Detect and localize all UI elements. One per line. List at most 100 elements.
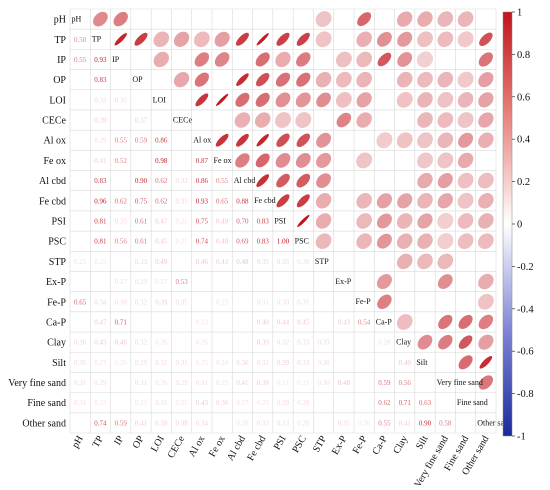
corr-ellipse (376, 193, 393, 209)
corr-ellipse (457, 152, 474, 169)
colorbar-tick-label: -0.4 (517, 304, 534, 315)
corr-ellipse (256, 72, 270, 87)
corr-ellipse (113, 11, 128, 27)
diagonal-label-loi: LOI (153, 95, 167, 104)
coef-label: 0.98 (155, 157, 168, 165)
corr-ellipse-shape (396, 233, 413, 249)
coef-label: 0.26 (155, 339, 168, 347)
corr-ellipse-shape (276, 133, 290, 147)
diagonal-label-psc: PSC (295, 237, 309, 246)
corr-ellipse-shape (276, 173, 290, 188)
row-label-psi: PSI (52, 217, 66, 228)
corr-ellipse (255, 52, 270, 67)
diagonal-label-al-cbd: Al cbd (234, 176, 256, 185)
corr-ellipse-shape (235, 153, 250, 168)
coef-label: 0.29 (277, 399, 290, 407)
col-label-fe-ox: Fe ox (207, 434, 228, 459)
corr-ellipse (457, 233, 474, 250)
corr-ellipse (457, 172, 474, 189)
corr-ellipse (377, 52, 392, 67)
corr-ellipse (356, 92, 372, 108)
col-label-ex-p: Ex-P (330, 434, 350, 457)
corr-ellipse (173, 72, 190, 88)
coef-label: 0.22 (196, 318, 209, 326)
corr-ellipse (478, 112, 494, 128)
coef-label: 0.31 (74, 379, 87, 387)
coef-label: 0.30 (297, 258, 310, 266)
coef-label: 0.32 (277, 339, 290, 347)
diagonal-label-tp: TP (92, 35, 102, 44)
coef-label: 0.24 (216, 359, 229, 367)
coef-label: 0.41 (135, 419, 148, 427)
corr-ellipse-shape (316, 132, 332, 148)
corr-ellipse-shape (113, 11, 128, 27)
corr-ellipse-shape (296, 133, 311, 147)
corr-ellipse (478, 314, 494, 330)
coef-label: 0.83 (94, 76, 107, 84)
corr-ellipse-shape (437, 193, 453, 209)
corr-ellipse (256, 134, 269, 147)
coef-label: 0.35 (175, 197, 188, 205)
corr-ellipse-shape (194, 52, 210, 67)
corr-ellipse-shape (417, 334, 433, 350)
corr-ellipse-shape (296, 32, 310, 46)
coef-label: 0.38 (257, 379, 270, 387)
diagonal-label-psi: PSI (274, 216, 286, 225)
corr-ellipse (295, 153, 311, 168)
corr-ellipse (478, 233, 494, 250)
corr-ellipse-shape (478, 314, 494, 330)
coef-label: 0.34 (94, 298, 107, 306)
coef-label: 0.27 (94, 359, 107, 367)
coef-label: 0.87 (196, 157, 209, 165)
corr-ellipse-shape (134, 32, 148, 46)
diagonal-label-ip: IP (112, 55, 120, 64)
coef-label: 0.46 (115, 339, 128, 347)
coef-label: 0.28 (236, 419, 249, 427)
diagonal-label-fine-sand: Fine sand (457, 398, 488, 407)
coef-label: 0.35 (257, 258, 270, 266)
corr-ellipse (296, 72, 311, 87)
coef-label: 0.35 (338, 419, 351, 427)
corr-ellipse-shape (376, 274, 392, 290)
col-label-al-ox: Al ox (187, 434, 208, 459)
corr-ellipse-shape (437, 233, 454, 250)
corr-ellipse-shape (396, 253, 413, 270)
row-label-fe-ox: Fe ox (44, 156, 67, 167)
corr-ellipse-shape (437, 11, 454, 27)
corr-ellipse-shape (457, 11, 474, 27)
corr-ellipse-shape (356, 152, 373, 169)
corr-ellipse-shape (153, 31, 170, 48)
coef-label: 0.40 (257, 318, 270, 326)
corr-ellipse-shape (458, 314, 473, 329)
coef-label: 0.33 (257, 419, 270, 427)
corr-ellipse-shape (479, 32, 493, 47)
corr-ellipse-shape (315, 31, 332, 48)
coef-label: 0.30 (317, 359, 330, 367)
corr-ellipse-shape (315, 193, 332, 209)
corr-ellipse (295, 112, 312, 128)
corr-ellipse (376, 132, 393, 149)
corr-ellipse-shape (437, 212, 454, 230)
corr-ellipse (417, 11, 433, 27)
row-label-fine-sand: Fine sand (27, 398, 66, 409)
colorbar: 1 0.8 0.6 0.4 0.2 0 -0.2 -0.4 -0.6 -0.8 -1 (502, 8, 534, 443)
coef-label: 0.49 (216, 218, 229, 226)
corr-ellipse (396, 233, 413, 249)
coef-label: 0.31 (175, 359, 188, 367)
corr-ellipse (376, 213, 392, 229)
corr-ellipse (478, 132, 494, 148)
corr-ellipse (356, 213, 372, 229)
corr-ellipse (458, 314, 473, 329)
coef-label: 0.93 (196, 197, 209, 205)
row-label-ex-p: Ex-P (46, 277, 66, 288)
corr-ellipse (356, 193, 372, 209)
corr-ellipse-shape (356, 233, 372, 249)
coef-label: 0.41 (399, 419, 412, 427)
coef-label: 0.39 (94, 117, 107, 125)
coef-label: 0.62 (378, 399, 391, 407)
corr-ellipse-shape (295, 112, 312, 128)
corr-ellipse-shape (214, 52, 230, 67)
coef-label: 0.74 (196, 238, 209, 246)
corr-ellipse-shape (416, 51, 434, 68)
